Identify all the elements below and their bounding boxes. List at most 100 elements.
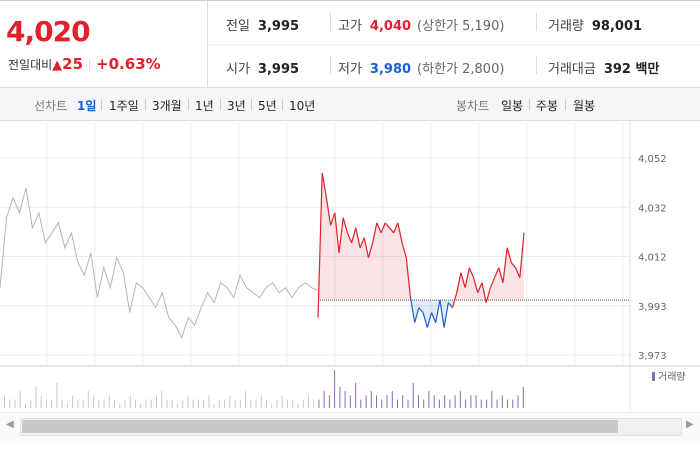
volume-bar [135,399,136,408]
tab-daily-candle[interactable]: 일봉 [501,99,524,113]
volume-bar [370,391,372,408]
price-segment [506,247,512,263]
change-percent: +0.63% [96,55,161,73]
tab-1-year[interactable]: 1년 [195,99,214,113]
price-segment [384,222,390,229]
price-segment [447,302,453,309]
price-segment [510,262,517,269]
y-tick-label: 4,032 [638,203,667,214]
price-segment [380,222,386,234]
volume-bar [182,399,184,408]
area-segment [402,242,407,301]
volume-bar [124,399,126,408]
volume-bar [229,395,231,408]
open: 시가 3,995 [226,58,299,77]
volume-bar [271,403,273,408]
volume-bar [82,399,84,408]
tab-5-years[interactable]: 5년 [258,99,277,113]
area-segment [511,262,516,301]
volume-bar [266,399,267,408]
divider [536,56,537,74]
area-segment [498,267,503,301]
tab-monthly-candle[interactable]: 월봉 [573,99,596,113]
volume-bar [150,399,152,408]
chart-scrollbar[interactable]: ◀ ▶ [0,412,700,441]
price-chart: 4,052 4,032 4,012 3,993 3,973 거래량 [0,120,700,410]
volume-bar [276,399,278,408]
open-value: 3,995 [257,62,300,77]
volume-bar [449,399,451,408]
price-segment [472,277,479,293]
divider [565,99,566,110]
volume-bar [213,403,215,408]
volume-bar [30,399,32,408]
chart-grid [0,120,700,410]
volume-bar [218,399,220,408]
prev-close-label: 전일 [226,19,250,34]
price-segment [346,232,353,244]
area-segment [351,227,356,301]
divider [101,99,102,110]
tab-1-day[interactable]: 1일 [77,99,97,113]
volume-bar [93,395,95,408]
price-segment [325,197,332,226]
area-segment [322,172,327,301]
divider [330,56,331,74]
lower-limit: (하한가 2,800) [417,62,505,77]
volume-bar [56,382,58,408]
price-segment [477,282,483,293]
volume-legend: 거래량 [658,371,686,383]
volume-bar [297,403,299,408]
previous-day-line [0,187,319,339]
y-tick-label: 3,973 [638,351,667,362]
y-tick-label: 3,993 [638,302,667,313]
volume-bar [418,395,419,408]
tab-3-months[interactable]: 3개월 [152,99,182,113]
price-segment [422,312,428,328]
price-lines [0,172,630,339]
price-segment [515,267,521,278]
volume-bar [224,399,226,408]
tab-10-years[interactable]: 10년 [289,99,316,113]
price-segment [372,222,378,243]
volume-bar [313,399,315,408]
volume-bar [40,395,42,408]
price-segment [405,257,412,298]
volume-bar [491,391,493,408]
scroll-thumb[interactable] [22,420,618,433]
volume-bar [9,399,11,408]
area-segment [393,222,398,301]
divider [89,59,91,72]
volume-bar [323,391,325,408]
area-segment [347,232,352,301]
tab-3-years[interactable]: 3년 [227,99,246,113]
amount: 거래대금 392 백만 [548,58,659,77]
volume-bar [197,399,199,408]
volume-bar [119,403,121,408]
price-segment [494,267,500,278]
price-segment [401,242,407,258]
area-segment [423,300,428,328]
price-segment [376,222,382,234]
divider [145,99,146,110]
candle-chart-label: 봉차트 [456,99,490,113]
tab-weekly-candle[interactable]: 주봉 [536,99,559,113]
area-segment [477,282,482,301]
current-price: 4,020 [6,15,91,48]
scroll-right-icon[interactable]: ▶ [686,419,694,430]
tab-1-week[interactable]: 1주일 [109,99,139,113]
volume-bar [428,391,430,408]
price-box: 4,020 전일대비▲25 +0.63% [0,1,208,87]
volume-bar [250,399,252,408]
volume-bar [349,395,351,408]
amount-value: 392 백만 [603,62,660,77]
up-arrow-icon: ▲ [52,58,63,73]
area-segment [339,217,344,301]
scroll-left-icon[interactable]: ◀ [6,419,14,430]
area-segment [465,267,470,301]
volume-bar [376,395,377,408]
price-segment [409,297,416,323]
volume-bar [465,399,467,408]
volume-bar [25,403,26,408]
price-segment [430,312,437,323]
